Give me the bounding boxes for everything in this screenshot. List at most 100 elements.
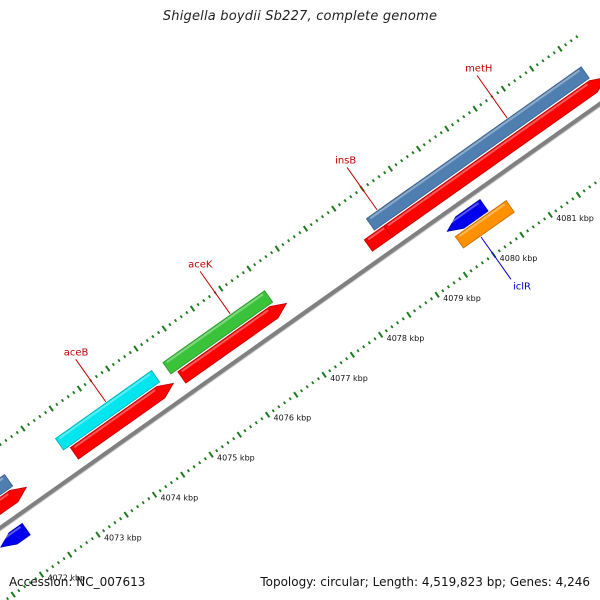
tick-mark-outer — [415, 145, 422, 152]
tick-mark-inner — [45, 568, 49, 573]
tick-mark-outer — [27, 422, 31, 427]
tick-mark-inner — [56, 560, 60, 565]
accession-value: NC_007613 — [76, 575, 146, 589]
tick-mark-outer — [575, 35, 579, 39]
tick-mark-inner — [180, 471, 186, 478]
tick-mark-inner — [141, 501, 145, 505]
cds-feature-12 — [454, 200, 515, 249]
tick-label: 4077 kbp — [330, 374, 368, 383]
tick-mark-outer — [377, 175, 381, 179]
gene-label-leader-aceB — [75, 359, 107, 403]
tick-label: 4081 kbp — [556, 214, 594, 223]
tick-mark-inner — [452, 281, 456, 285]
tick-mark-outer — [387, 165, 394, 172]
tick-mark-inner — [28, 580, 32, 585]
tick-mark-inner — [571, 197, 575, 201]
tick-mark-outer — [405, 155, 409, 159]
tick-mark-inner — [377, 331, 384, 338]
tick-label: 4078 kbp — [387, 334, 425, 343]
cds-feature-12-highlight — [458, 203, 506, 238]
tick-mark-outer — [500, 85, 507, 92]
tick-mark-outer — [315, 218, 319, 223]
tick-mark-inner — [311, 381, 315, 385]
tick-mark-inner — [123, 511, 129, 518]
tick-mark-outer — [241, 270, 245, 275]
backbone-shadow — [0, 104, 600, 532]
tick-mark-outer — [569, 39, 573, 43]
tick-mark-outer — [264, 254, 268, 259]
tick-mark-inner — [260, 417, 264, 421]
tick-mark-inner — [509, 241, 513, 245]
cds-feature-2-highlight — [166, 293, 264, 364]
gene-feature-6 — [69, 382, 175, 460]
tick-mark-outer — [552, 51, 556, 55]
tick-mark-outer — [337, 202, 342, 207]
tick-mark-inner — [480, 261, 484, 265]
gene-label-aceB: aceB — [64, 347, 89, 358]
tick-mark-outer — [20, 425, 26, 432]
tick-mark-inner — [316, 377, 320, 381]
tick-mark-inner — [147, 497, 151, 501]
cds-feature-1-highlight — [58, 373, 151, 440]
tick-mark-outer — [218, 285, 224, 292]
gene-feature-6-highlight — [73, 389, 156, 449]
tick-mark-inner — [514, 237, 518, 241]
tick-mark-inner — [236, 431, 242, 438]
tick-mark-inner — [10, 591, 16, 598]
tick-mark-inner — [293, 391, 299, 398]
tick-mark-outer — [10, 434, 14, 439]
tick-mark-outer — [117, 358, 121, 363]
tick-mark-outer — [394, 163, 398, 167]
tick-mark-outer — [157, 330, 161, 335]
tick-mark-outer — [456, 119, 460, 123]
tick-mark-inner — [22, 584, 27, 589]
tick-mark-inner — [497, 249, 501, 253]
tick-mark-outer — [48, 405, 54, 412]
tick-mark-inner — [458, 277, 462, 281]
tick-mark-outer — [564, 43, 568, 47]
tick-mark-inner — [175, 477, 179, 481]
tick-mark-inner — [282, 401, 287, 405]
tick-mark-outer — [411, 151, 415, 155]
tick-mark-inner — [299, 389, 304, 393]
tick-mark-inner — [271, 409, 275, 413]
tick-mark-outer — [507, 83, 511, 87]
accession-info: Accession: NC_007613 — [9, 575, 145, 589]
gene-feature-5 — [0, 486, 28, 515]
tick-mark-inner — [169, 481, 174, 485]
gene-feature-10-highlight — [0, 526, 22, 542]
tick-mark-inner — [588, 185, 592, 189]
tick-mark-outer — [179, 314, 183, 319]
cds-feature-4 — [365, 66, 590, 231]
tick-mark-outer — [366, 183, 370, 187]
tick-mark-outer — [4, 438, 8, 443]
tick-mark-outer — [207, 294, 211, 299]
tick-mark-inner — [446, 285, 450, 289]
tick-mark-inner — [390, 325, 394, 329]
tick-mark-inner — [107, 524, 111, 529]
tick-mark-outer — [123, 354, 127, 359]
tick-mark-inner — [526, 229, 530, 233]
tick-mark-outer — [76, 385, 83, 392]
tick-mark-inner — [429, 297, 434, 301]
tick-mark-outer — [428, 139, 432, 143]
gene-label-metH: metH — [465, 63, 492, 74]
tick-mark-outer — [343, 198, 347, 203]
tick-mark-inner — [593, 181, 597, 185]
tick-mark-inner — [232, 437, 236, 441]
tick-mark-outer — [479, 103, 483, 107]
tick-mark-inner — [158, 489, 162, 493]
tick-mark-inner — [220, 445, 224, 449]
tick-mark-outer — [32, 418, 36, 423]
tick-mark-outer — [161, 325, 167, 332]
gene-label-insB: insB — [335, 155, 356, 166]
tick-mark-inner — [486, 257, 490, 261]
tick-mark-inner — [208, 451, 214, 458]
tick-mark-outer — [140, 342, 144, 347]
gene-feature-9-highlight — [387, 83, 589, 227]
tick-mark-outer — [422, 143, 426, 147]
tick-mark-outer — [94, 374, 98, 379]
tick-mark-inner — [38, 571, 45, 578]
tick-mark-inner — [136, 505, 140, 509]
tick-mark-outer — [83, 382, 87, 387]
